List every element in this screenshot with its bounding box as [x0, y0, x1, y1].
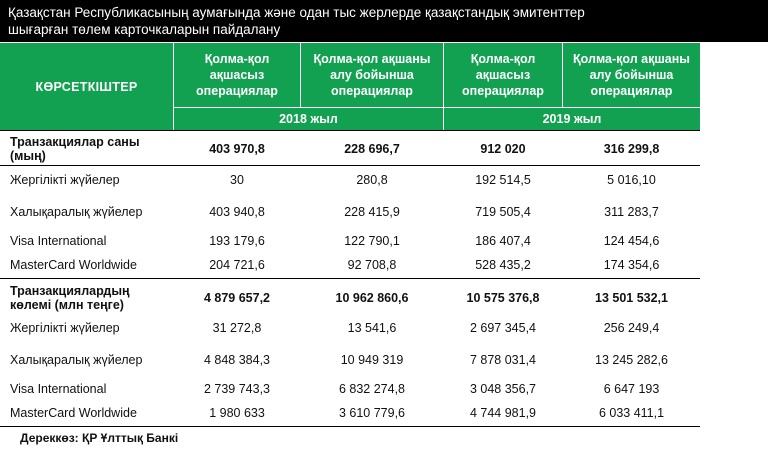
row-label: Visa International [10, 234, 107, 248]
table-cell: 912 020 [480, 142, 526, 156]
table-cell: 1 980 633 [209, 406, 265, 420]
table-title-line-1: Қазақстан Республикасының аумағында және… [8, 5, 585, 20]
table-cell: 316 299,8 [603, 142, 660, 156]
table-cell: 6 832 274,8 [338, 382, 406, 396]
row-label: Транзакциялардың көлемі (млн теңге) [10, 284, 130, 312]
table-cell: 3 610 779,6 [338, 406, 406, 420]
table-cell: 92 708,8 [347, 258, 397, 272]
table-cell: 403 970,8 [209, 142, 265, 156]
header-2018-cash-withdrawal: Қолма-қол ақшаны алу бойынша операциялар [301, 43, 443, 107]
table-cell: 4 744 981,9 [469, 406, 537, 420]
section-rule [0, 165, 700, 166]
row-label: MasterCard Worldwide [10, 258, 137, 272]
row-label: Халықаралық жүйелер [10, 205, 143, 219]
table-cell: 193 179,6 [209, 234, 265, 248]
table-cell: 124 454,6 [603, 234, 660, 248]
table-bottom-rule [0, 426, 700, 427]
row-label: Транзакциялар саны (мың) [10, 135, 140, 163]
source-note: Дереккөз: ҚР Ұлттық Банкі [20, 431, 179, 445]
row-label: Жергілікті жүйелер [10, 173, 120, 187]
row-label: MasterCard Worldwide [10, 406, 137, 420]
table-cell: 228 696,7 [344, 142, 400, 156]
table-cell: 174 354,6 [603, 258, 660, 272]
row-label: Жергілікті жүйелер [10, 321, 120, 335]
year-2019-header: 2019 жыл [444, 108, 700, 130]
header-bottom-rule [0, 130, 700, 131]
row-label: Халықаралық жүйелер [10, 353, 143, 367]
table-cell: 204 721,6 [209, 258, 265, 272]
table-cell: 2 697 345,4 [469, 321, 537, 335]
table-cell: 6 033 411,1 [598, 406, 665, 420]
table-cell: 4 879 657,2 [203, 291, 271, 305]
table-cell: 186 407,4 [475, 234, 531, 248]
table-cell: 10 962 860,6 [335, 291, 409, 305]
table-title-line-2: шығарған төлем карточкаларын пайдалану [8, 22, 281, 37]
table-cell: 192 514,5 [475, 173, 531, 187]
table-cell: 311 283,7 [604, 205, 659, 219]
header-2019-cashless: Қолма-қол ақшасыз операциялар [444, 43, 562, 107]
table-cell: 31 272,8 [212, 321, 262, 335]
table-cell: 403 940,8 [209, 205, 265, 219]
table-cell: 13 541,6 [347, 321, 397, 335]
table-cell: 122 790,1 [344, 234, 400, 248]
table-cell: 10 575 376,8 [466, 291, 540, 305]
table-cell: 528 435,2 [475, 258, 531, 272]
table-cell: 2 739 743,3 [203, 382, 271, 396]
header-2018-cashless: Қолма-қол ақшасыз операциялар [174, 43, 300, 107]
table-cell: 10 949 319 [340, 353, 404, 367]
section-rule [0, 278, 700, 279]
table-cell: 3 048 356,7 [469, 382, 537, 396]
table-cell: 5 016,10 [607, 173, 656, 187]
table-cell: 228 415,9 [344, 205, 400, 219]
table-cell: 256 249,4 [603, 321, 660, 335]
table-cell: 6 647 193 [603, 382, 660, 396]
header-2019-cash-withdrawal: Қолма-қол ақшаны алу бойынша операциялар [563, 43, 700, 107]
year-2018-header: 2018 жыл [174, 108, 443, 130]
row-label: Visa International [10, 382, 107, 396]
table-title: Қазақстан Республикасының аумағында және… [0, 0, 768, 42]
table-cell: 30 [230, 173, 244, 187]
table-cell: 13 501 532,1 [595, 291, 668, 305]
table-cell: 719 505,4 [475, 205, 531, 219]
table-cell: 280,8 [356, 173, 388, 187]
table-cell: 7 878 031,4 [469, 353, 537, 367]
table-cell: 4 848 384,3 [203, 353, 271, 367]
table-cell: 13 245 282,6 [595, 353, 668, 367]
indicators-header: КӨРСЕТКІШТЕР [0, 43, 173, 130]
